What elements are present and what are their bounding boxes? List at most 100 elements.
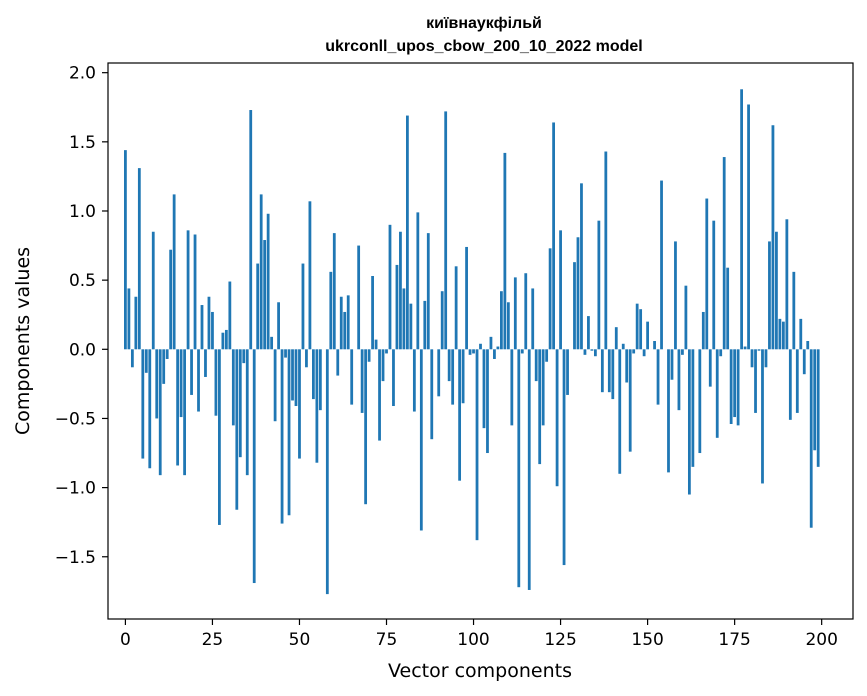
bar-component-124 bbox=[555, 349, 559, 487]
bar-component-42 bbox=[270, 336, 274, 350]
bar-component-115 bbox=[524, 273, 528, 350]
bar-component-22 bbox=[200, 305, 204, 350]
bar-component-54 bbox=[312, 349, 315, 400]
y-tick-label: 0.5 bbox=[69, 271, 96, 291]
bar-component-74 bbox=[381, 349, 385, 382]
y-axis-label: Components values bbox=[12, 247, 34, 435]
bar-component-141 bbox=[614, 327, 618, 350]
bar-component-95 bbox=[454, 266, 458, 350]
bar-component-116 bbox=[527, 349, 531, 590]
bar-component-78 bbox=[395, 264, 399, 350]
bar-component-79 bbox=[399, 231, 402, 350]
bar-component-67 bbox=[357, 245, 361, 350]
bar-component-135 bbox=[593, 349, 597, 357]
bar-component-167 bbox=[705, 198, 709, 350]
bar-component-125 bbox=[559, 230, 562, 350]
bar-component-134 bbox=[590, 349, 594, 351]
x-tick-label: 125 bbox=[544, 630, 576, 650]
bar-component-72 bbox=[374, 339, 378, 350]
bar-component-133 bbox=[587, 316, 590, 350]
bar-component-109 bbox=[503, 152, 507, 350]
bar-component-80 bbox=[402, 288, 406, 350]
bar-component-126 bbox=[562, 349, 566, 566]
bar-component-108 bbox=[500, 291, 503, 350]
bar-component-12 bbox=[165, 349, 169, 359]
bar-component-77 bbox=[392, 349, 395, 407]
bar-component-152 bbox=[653, 341, 656, 350]
bar-component-6 bbox=[144, 349, 148, 373]
bar-component-187 bbox=[775, 231, 778, 350]
bar-component-71 bbox=[371, 276, 374, 350]
bar-component-172 bbox=[722, 157, 726, 350]
bar-component-81 bbox=[406, 115, 409, 350]
bar-component-99 bbox=[468, 349, 472, 355]
bar-component-64 bbox=[346, 295, 350, 350]
bar-component-28 bbox=[221, 332, 225, 350]
bar-component-39 bbox=[259, 194, 263, 350]
bar-component-173 bbox=[726, 267, 730, 350]
bar-component-94 bbox=[451, 349, 455, 405]
bar-component-138 bbox=[604, 151, 608, 350]
bar-component-130 bbox=[576, 237, 580, 350]
bar-component-166 bbox=[701, 311, 705, 350]
y-tick-label: 1.5 bbox=[69, 133, 96, 153]
bar-component-186 bbox=[771, 125, 775, 350]
x-tick-label: 150 bbox=[631, 630, 663, 650]
y-tick-label: −1.5 bbox=[55, 548, 96, 568]
bar-component-121 bbox=[545, 349, 549, 362]
bar-component-184 bbox=[764, 349, 768, 368]
bar-component-113 bbox=[517, 349, 521, 588]
bar-component-148 bbox=[639, 309, 643, 350]
bar-component-193 bbox=[795, 349, 799, 413]
bar-component-25 bbox=[211, 311, 214, 350]
bar-component-82 bbox=[409, 303, 413, 350]
bar-component-84 bbox=[416, 212, 420, 350]
bar-component-7 bbox=[148, 349, 152, 469]
bar-component-60 bbox=[332, 233, 336, 350]
bar-component-190 bbox=[785, 219, 789, 350]
bar-component-110 bbox=[506, 302, 510, 350]
bar-component-9 bbox=[155, 349, 159, 419]
bar-component-147 bbox=[635, 303, 639, 350]
bar-component-53 bbox=[308, 201, 312, 350]
bar-component-180 bbox=[750, 349, 754, 368]
x-axis-ticks: 0 25 50 75 100 125 150 175 200 bbox=[120, 619, 838, 650]
x-axis-label: Vector components bbox=[388, 660, 572, 682]
bar-component-33 bbox=[238, 349, 242, 458]
bar-component-188 bbox=[778, 318, 782, 350]
bar-component-14 bbox=[172, 194, 176, 350]
bar-component-137 bbox=[600, 349, 604, 393]
bar-component-149 bbox=[642, 349, 646, 357]
bar-component-131 bbox=[580, 183, 583, 350]
bar-component-192 bbox=[792, 271, 796, 350]
bar-component-47 bbox=[287, 349, 291, 516]
bar-component-17 bbox=[183, 349, 186, 476]
x-tick-label: 0 bbox=[120, 630, 131, 650]
bar-component-46 bbox=[284, 349, 287, 358]
bar-component-38 bbox=[256, 263, 260, 350]
chart-title-line1: київнаукфільй bbox=[426, 15, 542, 32]
bar-component-73 bbox=[378, 349, 381, 441]
bar-component-179 bbox=[747, 104, 750, 350]
bar-component-157 bbox=[670, 349, 674, 380]
bar-component-21 bbox=[197, 349, 200, 412]
bar-component-154 bbox=[660, 180, 663, 350]
bar-component-185 bbox=[768, 241, 771, 350]
bar-component-5 bbox=[141, 349, 145, 459]
bar-component-90 bbox=[437, 349, 441, 397]
bar-component-123 bbox=[552, 122, 555, 350]
bar-component-120 bbox=[541, 349, 545, 426]
bar-component-87 bbox=[426, 233, 430, 350]
bar-component-36 bbox=[249, 110, 253, 350]
bar-component-32 bbox=[235, 349, 239, 510]
bar-component-196 bbox=[806, 341, 810, 350]
bar-component-48 bbox=[291, 349, 294, 401]
bar-component-49 bbox=[294, 349, 298, 407]
bar-component-69 bbox=[364, 349, 368, 505]
bar-component-63 bbox=[343, 311, 347, 350]
bar-component-4 bbox=[137, 168, 141, 350]
y-axis-ticks: −1.5 −1.0 −0.5 0.0 0.5 1.0 1.5 2.0 bbox=[55, 64, 108, 568]
y-tick-label: 0.0 bbox=[69, 340, 96, 360]
bar-component-199 bbox=[816, 349, 820, 467]
